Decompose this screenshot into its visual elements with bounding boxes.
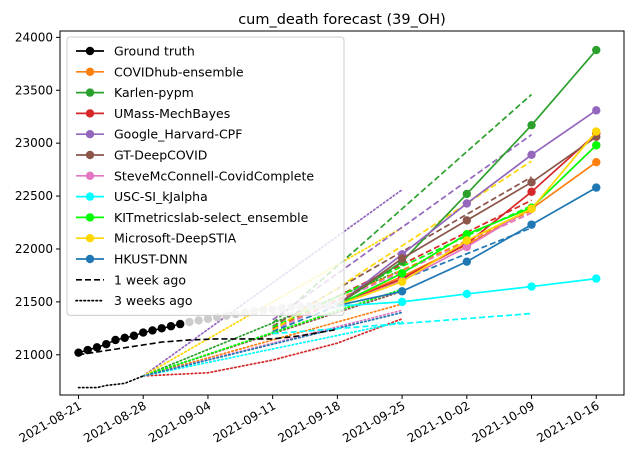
reference-week1-line xyxy=(78,328,338,356)
ground-truth-point xyxy=(111,335,120,345)
legend-marker-umass-mechbayes xyxy=(85,109,95,118)
forecast-point-microsoft-deepstia xyxy=(397,277,407,286)
ground-truth-point xyxy=(148,326,157,335)
x-tick-label: 2021-08-21 xyxy=(17,398,84,445)
legend-marker-karlen-pypm xyxy=(85,88,95,97)
forecast-point-gt-deepcovid xyxy=(527,178,536,187)
forecast-point-microsoft-deepstia xyxy=(462,236,472,245)
y-tick-label: 21000 xyxy=(15,348,53,362)
history-point xyxy=(194,316,203,325)
forecast-point-stevemcconnell-covidcomplete xyxy=(462,242,472,252)
legend-label-covidhub-ensemble: COVIDhub-ensemble xyxy=(114,64,244,79)
forecast-point-microsoft-deepstia xyxy=(527,204,536,213)
x-tick-label: 2021-09-25 xyxy=(340,398,407,445)
forecast-point-umass-mechbayes xyxy=(527,187,536,197)
y-tick-label: 23500 xyxy=(15,83,53,97)
ground-truth-point xyxy=(139,328,148,337)
forecast-point-kitmetricslab-select-ensemble xyxy=(462,229,472,239)
legend-marker-usc-si-kjalpha xyxy=(85,192,95,201)
forecast-point-usc-si-kjalpha xyxy=(397,297,407,307)
forecast-point-microsoft-deepstia xyxy=(592,127,601,136)
y-tick-label: 22000 xyxy=(15,242,53,256)
forecast-point-karlen-pypm xyxy=(462,189,472,199)
x-tick-label: 2021-08-28 xyxy=(81,398,148,445)
forecast-point-google-harvard-cpf xyxy=(592,106,601,115)
chart-title: cum_death forecast (39_OH) xyxy=(238,12,446,28)
forecast-point-hkust-dnn xyxy=(527,220,536,229)
legend-marker-kitmetricslab-select-ensemble xyxy=(85,213,95,222)
legend-label-3-weeks-ago: 3 weeks ago xyxy=(114,293,193,308)
legend-label-google-harvard-cpf: Google_Harvard-CPF xyxy=(114,127,242,142)
ground-truth-point xyxy=(129,331,139,340)
ground-truth-point xyxy=(92,343,102,352)
history-point xyxy=(185,317,194,327)
ground-truth-point xyxy=(120,333,129,343)
legend-label-kitmetricslab-select-ensemble: KITmetricslab-select_ensemble xyxy=(114,210,309,225)
legend-label-ground-truth: Ground truth xyxy=(114,44,195,59)
x-tick-label: 2021-10-16 xyxy=(534,398,601,445)
ground-truth-point xyxy=(175,319,185,329)
forecast-point-google-harvard-cpf xyxy=(462,199,472,208)
y-tick-label: 24000 xyxy=(15,30,53,44)
legend-label-umass-mechbayes: UMass-MechBayes xyxy=(114,106,230,121)
legend-marker-ground-truth xyxy=(85,46,95,56)
reference-week3-line xyxy=(77,375,145,389)
week3-line-covidhub-ensemble xyxy=(142,303,403,377)
forecast-point-usc-si-kjalpha xyxy=(462,289,472,299)
forecast-point-hkust-dnn xyxy=(462,257,472,266)
week3-line-umass-mechbayes xyxy=(142,317,403,377)
forecast-point-kitmetricslab-select-ensemble xyxy=(397,269,407,278)
week3-line-usc-si-kjalpha xyxy=(142,321,403,377)
legend-label-1-week-ago: 1 week ago xyxy=(114,272,186,287)
plot-data xyxy=(74,45,601,389)
x-tick-label: 2021-09-11 xyxy=(211,398,278,445)
legend-label-karlen-pypm: Karlen-pypm xyxy=(114,85,194,100)
forecast-point-hkust-dnn xyxy=(397,287,407,296)
x-tick-label: 2021-09-04 xyxy=(146,398,213,445)
legend: Ground truth COVIDhub-ensemble Karlen-pypm… xyxy=(66,36,345,316)
legend-marker-google-harvard-cpf xyxy=(85,130,95,139)
week3-line-hkust-dnn xyxy=(142,311,403,377)
legend-label-usc-si-kjalpha: USC-SI_kJalpha xyxy=(114,189,208,204)
ground-truth-point xyxy=(157,324,166,333)
forecast-point-google-harvard-cpf xyxy=(527,150,536,160)
y-tick-label: 23000 xyxy=(15,136,53,150)
history-point xyxy=(203,314,213,324)
forecast-point-usc-si-kjalpha xyxy=(527,282,536,291)
ground-truth-point xyxy=(166,322,176,331)
week1-line-microsoft-deepstia xyxy=(272,160,533,332)
week1-line-usc-si-kjalpha xyxy=(272,312,532,335)
ground-truth-point xyxy=(83,345,92,355)
y-tick-label: 22500 xyxy=(15,189,53,203)
forecast-point-gt-deepcovid xyxy=(462,216,472,225)
legend-box xyxy=(66,36,345,316)
y-tick-label: 21500 xyxy=(15,295,53,309)
legend-marker-hkust-dnn xyxy=(85,254,95,264)
forecast-point-karlen-pypm xyxy=(592,45,601,55)
legend-marker-stevemcconnell-covidcomplete xyxy=(85,171,95,180)
x-tick-label: 2021-10-09 xyxy=(470,398,537,445)
legend-marker-microsoft-deepstia xyxy=(85,234,95,243)
ground-truth-point xyxy=(74,348,83,357)
week1-line-google-harvard-cpf xyxy=(272,134,533,321)
forecast-point-kitmetricslab-select-ensemble xyxy=(592,141,601,150)
forecast-point-covidhub-ensemble xyxy=(592,158,601,167)
legend-label-stevemcconnell-covidcomplete: SteveMcConnell-CovidComplete xyxy=(114,168,314,183)
x-tick-label: 2021-09-18 xyxy=(275,398,342,445)
legend-label-gt-deepcovid: GT-DeepCOVID xyxy=(114,148,207,163)
forecast-point-hkust-dnn xyxy=(592,183,601,192)
plot-area xyxy=(74,45,601,389)
forecast-point-gt-deepcovid xyxy=(397,254,407,263)
plot-frame xyxy=(59,30,625,396)
ground-truth-point xyxy=(102,340,111,349)
legend-label-microsoft-deepstia: Microsoft-DeepSTIA xyxy=(114,231,237,246)
week3-line-kitmetricslab-select-ensemble xyxy=(142,288,403,377)
legend-marker-covidhub-ensemble xyxy=(85,67,95,77)
forecast-point-usc-si-kjalpha xyxy=(592,274,601,283)
legend-label-hkust-dnn: HKUST-DNN xyxy=(114,252,188,267)
legend-marker-gt-deepcovid xyxy=(85,150,95,160)
x-tick-label: 2021-10-02 xyxy=(405,398,472,445)
forecast-point-karlen-pypm xyxy=(527,120,536,130)
